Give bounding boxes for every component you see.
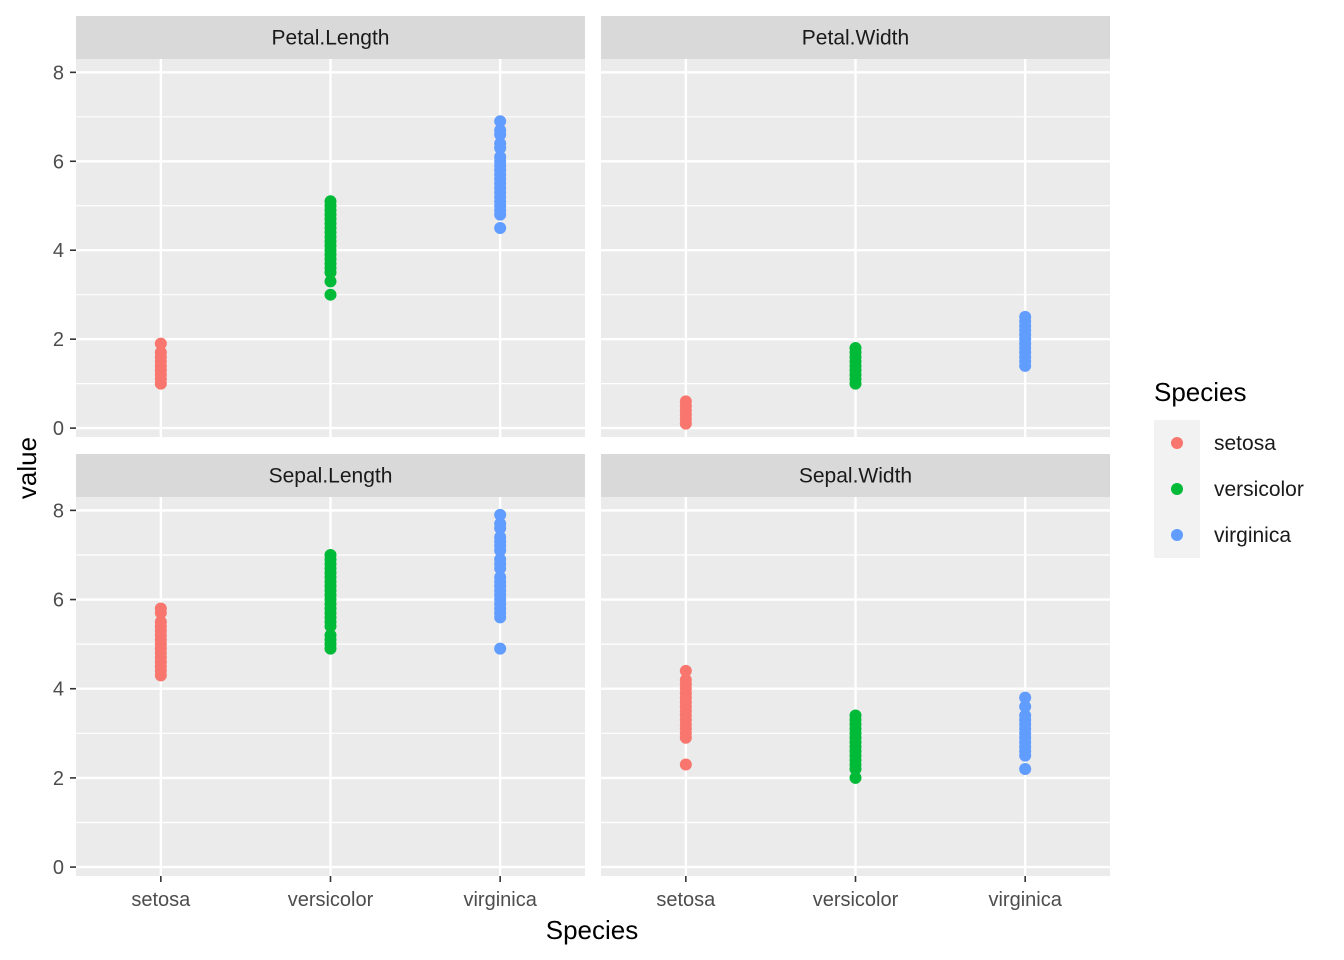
facet-strip-label: Petal.Width	[802, 27, 909, 50]
legend-label-virginica: virginica	[1214, 524, 1291, 547]
facet-panel-sepal-width: Sepal.Width	[601, 454, 1110, 876]
point-virginica	[494, 115, 507, 128]
facet-panel-petal-length: Petal.Length	[76, 16, 585, 437]
point-virginica	[494, 571, 507, 584]
axes: 0 2 4 6 8 0 2 4 6 8 setosa versicolor virginica setos…	[53, 62, 1063, 911]
point-virginica	[1019, 709, 1032, 722]
x-tick-label: virginica	[463, 889, 537, 911]
y-tick-label: 2	[53, 329, 64, 351]
point-setosa	[679, 395, 692, 408]
x-tick-label: setosa	[131, 889, 191, 911]
point-virginica	[494, 531, 507, 544]
point-versicolor	[849, 709, 862, 722]
point-virginica	[494, 124, 507, 137]
facet-strip-label: Petal.Length	[272, 27, 390, 50]
point-setosa	[154, 602, 167, 615]
point-virginica	[1019, 310, 1032, 323]
legend-marker-versicolor	[1171, 483, 1183, 495]
x-tick-label: virginica	[988, 889, 1062, 911]
y-tick-label: 0	[53, 418, 64, 440]
point-setosa	[679, 758, 692, 771]
point-setosa	[154, 337, 167, 350]
facet-strip	[601, 454, 1110, 497]
point-versicolor	[324, 275, 337, 288]
y-tick-label: 6	[53, 590, 64, 612]
facet-panels: Petal.Length Petal.Width Sepal.Length Sepal…	[76, 16, 1110, 876]
point-virginica	[494, 221, 507, 234]
x-tick-label: versicolor	[288, 889, 374, 911]
point-virginica	[494, 553, 507, 566]
legend-marker-setosa	[1171, 437, 1183, 449]
point-virginica	[494, 137, 507, 150]
x-tick-label: versicolor	[813, 889, 899, 911]
facet-strip	[601, 16, 1110, 59]
point-versicolor	[849, 342, 862, 355]
point-setosa	[154, 615, 167, 628]
facet-strip-label: Sepal.Length	[269, 465, 393, 488]
point-setosa	[154, 346, 167, 359]
point-versicolor	[324, 548, 337, 561]
y-axis-title: value	[12, 437, 42, 499]
facet-strip	[76, 454, 585, 497]
point-virginica	[1019, 691, 1032, 704]
point-versicolor	[324, 195, 337, 208]
x-axis-title: Species	[546, 915, 639, 945]
point-virginica	[1019, 762, 1032, 775]
y-tick-label: 4	[53, 240, 64, 262]
y-tick-label: 8	[53, 500, 64, 522]
point-virginica	[494, 508, 507, 521]
y-tick-label: 4	[53, 679, 64, 701]
legend-label-setosa: setosa	[1214, 432, 1276, 455]
facet-strip	[76, 16, 585, 59]
point-virginica	[1019, 700, 1032, 713]
y-tick-label: 6	[53, 151, 64, 173]
legend-marker-virginica	[1171, 529, 1183, 541]
point-versicolor	[324, 629, 337, 642]
point-virginica	[494, 150, 507, 163]
y-tick-label: 2	[53, 768, 64, 790]
facet-strip-label: Sepal.Width	[799, 465, 912, 488]
x-tick-label: setosa	[656, 889, 716, 911]
legend: Species setosa versicolor virginica	[1154, 377, 1304, 558]
point-versicolor	[324, 288, 337, 301]
point-virginica	[494, 642, 507, 655]
point-versicolor	[849, 771, 862, 784]
facet-panel-sepal-length: Sepal.Length	[76, 454, 585, 876]
y-tick-label: 8	[53, 62, 64, 84]
y-tick-label: 0	[53, 857, 64, 879]
facet-panel-petal-width: Petal.Width	[601, 16, 1110, 437]
legend-label-versicolor: versicolor	[1214, 478, 1304, 501]
legend-title: Species	[1154, 377, 1247, 407]
point-setosa	[679, 673, 692, 686]
point-virginica	[494, 517, 507, 530]
point-setosa	[679, 664, 692, 677]
